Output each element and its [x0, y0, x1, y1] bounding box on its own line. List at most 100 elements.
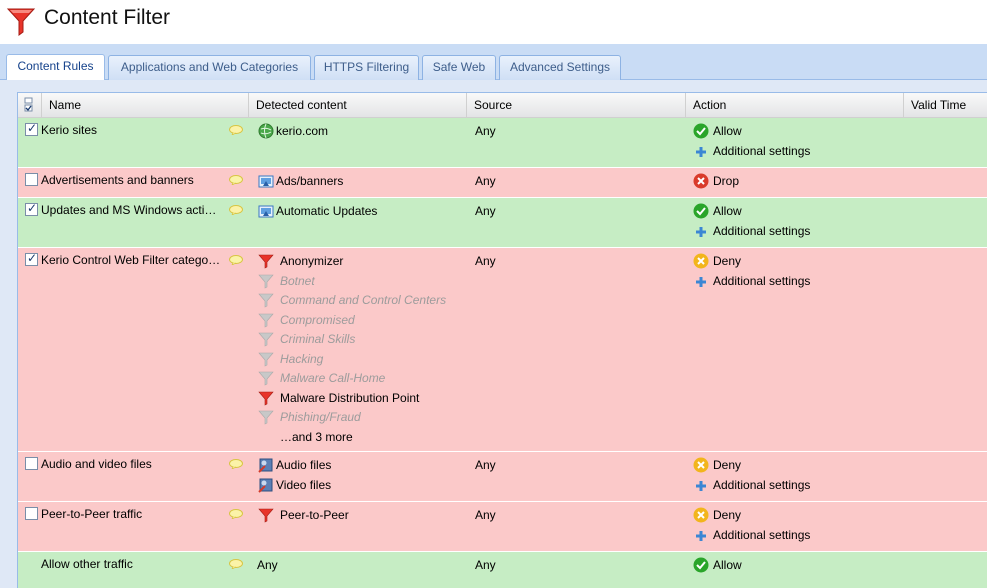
rule-name[interactable]: Kerio Control Web Filter catego… [41, 253, 221, 267]
column-header-name[interactable]: Name [42, 93, 249, 117]
additional-settings-icon[interactable] [695, 480, 707, 492]
detected-content-item[interactable]: Automatic Updates [276, 204, 378, 218]
rule-action[interactable]: Allow [713, 204, 742, 218]
detected-content-item[interactable]: Peer-to-Peer [280, 508, 349, 522]
allow-icon [693, 203, 709, 219]
detected-content-item[interactable]: Ads/banners [276, 174, 344, 188]
column-toggle-header[interactable] [18, 93, 42, 117]
action-status [693, 557, 709, 573]
detected-content-item[interactable]: kerio.com [276, 124, 329, 138]
rule-source[interactable]: Any [475, 174, 496, 188]
rule-name[interactable]: Advertisements and banners [41, 173, 194, 187]
comment-icon[interactable] [229, 508, 243, 520]
column-header-valid-time[interactable]: Valid Time [911, 98, 967, 112]
detected-content-item[interactable]: Botnet [280, 273, 315, 288]
rule-enabled-checkbox[interactable] [25, 507, 38, 520]
filter-icon [258, 273, 274, 289]
rule-enabled-checkbox[interactable] [25, 457, 38, 470]
tab-advanced-settings[interactable]: Advanced Settings [499, 55, 621, 80]
tab-safe-web[interactable]: Safe Web [422, 55, 496, 80]
rule-row[interactable]: Allow other traffic Any Any Allow [18, 552, 987, 588]
detected-content-item[interactable]: Any [257, 558, 278, 572]
rule-row[interactable]: Peer-to-Peer traffic Peer-to-Peer Any Deny A… [18, 502, 987, 552]
column-header-source[interactable]: Source [467, 93, 686, 117]
rule-name[interactable]: Allow other traffic [41, 557, 133, 571]
column-header-action[interactable]: Action [686, 93, 904, 117]
rule-source[interactable]: Any [475, 508, 496, 522]
column-header-detected-content[interactable]: Detected content [249, 93, 467, 117]
additional-settings-link[interactable]: Additional settings [713, 528, 811, 542]
additional-settings-icon[interactable] [695, 146, 707, 158]
rule-enabled-checkbox[interactable] [25, 201, 38, 216]
tab-applications-web-categories[interactable]: Applications and Web Categories [108, 55, 311, 80]
additional-settings-icon[interactable] [695, 530, 707, 542]
additional-settings-link[interactable]: Additional settings [713, 144, 811, 158]
detected-content-item[interactable]: …and 3 more [280, 429, 353, 444]
comment-icon[interactable] [229, 124, 243, 136]
filter-icon [6, 8, 36, 36]
rule-row[interactable]: Kerio Control Web Filter catego… Anonymiz… [18, 248, 987, 452]
rule-source[interactable]: Any [475, 124, 496, 138]
action-status [693, 173, 709, 189]
rule-action[interactable]: Drop [713, 174, 740, 188]
tab-https-filtering[interactable]: HTTPS Filtering [314, 55, 419, 80]
comment-icon[interactable] [229, 204, 243, 216]
rule-source[interactable]: Any [475, 458, 496, 472]
rule-source[interactable]: Any [475, 204, 496, 218]
additional-settings-icon[interactable] [695, 226, 707, 238]
comment-icon[interactable] [229, 174, 243, 186]
additional-settings-icon[interactable] [695, 276, 707, 288]
rule-row[interactable]: Updates and MS Windows acti… Automatic Up… [18, 198, 987, 248]
tab-content-rules[interactable]: Content Rules [6, 54, 105, 81]
deny-icon [693, 457, 709, 473]
rule-row[interactable]: Kerio sites kerio.com Any Allow Additional s… [18, 118, 987, 168]
rule-enabled-checkbox[interactable] [25, 251, 38, 266]
comment-icon[interactable] [229, 558, 243, 570]
filter-icon [258, 409, 274, 425]
filter-icon [258, 312, 274, 328]
detected-content-item[interactable]: Audio files [276, 458, 332, 472]
content-panel: Name Detected content Source Action Vali… [0, 80, 987, 588]
rule-name[interactable]: Peer-to-Peer traffic [41, 507, 143, 521]
detected-content-item[interactable]: Malware Call-Home [280, 371, 386, 385]
additional-settings-link[interactable]: Additional settings [713, 224, 811, 238]
grid-header: Name Detected content Source Action Vali… [18, 93, 987, 118]
detected-content-item[interactable]: Anonymizer [280, 254, 344, 268]
rule-name[interactable]: Audio and video files [41, 457, 152, 471]
rule-action[interactable]: Deny [713, 254, 742, 268]
comment-icon[interactable] [229, 254, 243, 266]
action-status [693, 203, 709, 219]
plus-icon [696, 277, 706, 287]
filter-icon [258, 292, 274, 308]
deny-icon [693, 253, 709, 269]
plus-icon [696, 147, 706, 157]
rule-action[interactable]: Allow [713, 558, 742, 572]
action-status [693, 253, 709, 269]
rule-source[interactable]: Any [475, 558, 496, 572]
rule-row[interactable]: Audio and video files Audio files Video fi… [18, 452, 987, 502]
detected-content-item[interactable]: Phishing/Fraud [280, 410, 361, 424]
detected-content-item[interactable]: Criminal Skills [280, 332, 356, 346]
rule-action[interactable]: Deny [713, 458, 742, 472]
rule-action[interactable]: Allow [713, 124, 742, 138]
rule-row[interactable]: Advertisements and banners Ads/banners Any… [18, 168, 987, 198]
detected-content-item[interactable]: Video files [276, 477, 332, 492]
rule-name[interactable]: Updates and MS Windows acti… [41, 203, 217, 217]
detected-content-item[interactable]: Malware Distribution Point [280, 390, 420, 405]
drop-icon [693, 173, 709, 189]
additional-settings-link[interactable]: Additional settings [713, 478, 811, 492]
action-status [693, 457, 709, 473]
detected-content-item[interactable]: Command and Control Centers [280, 293, 447, 307]
comment-icon[interactable] [229, 458, 243, 470]
rule-enabled-checkbox[interactable] [25, 121, 38, 136]
rule-name[interactable]: Kerio sites [41, 123, 98, 137]
app-category-icon [258, 203, 274, 219]
tab-strip: Content Rules Applications and Web Categ… [0, 44, 987, 81]
rule-enabled-checkbox[interactable] [25, 173, 38, 186]
detected-content-item[interactable]: Hacking [280, 351, 324, 366]
detected-content-item[interactable]: Compromised [280, 312, 355, 327]
rule-source[interactable]: Any [475, 254, 496, 268]
additional-settings-link[interactable]: Additional settings [713, 274, 811, 288]
filter-icon [258, 351, 274, 367]
rule-action[interactable]: Deny [713, 508, 742, 522]
